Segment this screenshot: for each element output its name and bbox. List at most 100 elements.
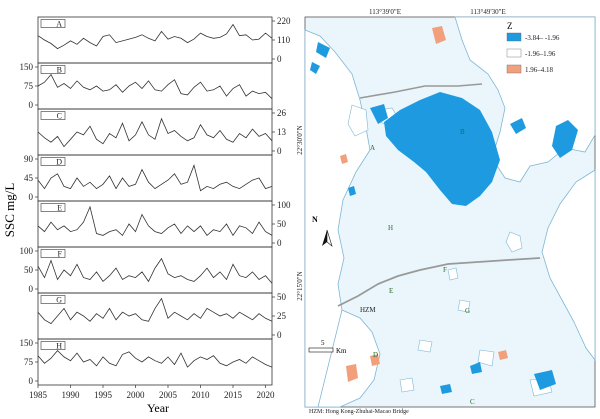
y-tick-label-d-0: 90: [24, 154, 34, 164]
y-tick-label-e-0: 100: [277, 200, 291, 210]
y-tick-label-c-0: 26: [277, 108, 287, 118]
x-tick-label-5: 2010: [192, 390, 211, 400]
z-positive-zones: [340, 26, 508, 382]
hzm-bridge: [337, 257, 541, 307]
panel-label-g: G: [56, 296, 62, 305]
legend-label-negative: -3.84– -1.96: [525, 34, 560, 42]
panel-label-box-d: [40, 157, 66, 166]
legend-label-neutral: -1.96–1.96: [525, 50, 556, 58]
panel-label-box-g: [40, 295, 66, 304]
y-axis-label: SSC mg/L: [2, 183, 17, 238]
panel-label-box-h: [40, 341, 66, 350]
site-label-f: F: [443, 266, 447, 274]
y-tick-label-f-0: 100: [20, 246, 34, 256]
y-tick-label-c-1: 13: [277, 127, 287, 137]
site-label-d: D: [373, 351, 378, 359]
longitude-label-2: 113°49'30"E: [470, 8, 505, 16]
panel-frame-d: [37, 154, 273, 202]
x-tick-label-7: 2020: [257, 390, 276, 400]
x-tick-label-4: 2005: [159, 390, 178, 400]
y-tick-label-b-1: 75: [24, 81, 34, 91]
site-label-a: A: [370, 144, 375, 152]
scale-bar: 5 Km: [308, 339, 347, 355]
legend-swatch-neutral: [506, 48, 522, 58]
longitude-label-1: 113°39'0"E: [369, 8, 401, 16]
x-tick-label-3: 2000: [127, 390, 146, 400]
series-line-c: [37, 117, 273, 148]
x-tick-label-0: 1985: [29, 390, 48, 400]
panel-label-c: C: [57, 112, 62, 121]
scale-bar-unit: Km: [336, 347, 347, 355]
y-tick-label-h-0: 150: [20, 338, 34, 348]
panel-label-d: D: [56, 158, 62, 167]
y-tick-label-d-2: 0: [29, 192, 34, 202]
time-series-panels: A 220 110 0 B 150 75 0 C 26 13 0 D 90 45 0 E 100 50 0 F 100 50…: [20, 16, 292, 400]
y-tick-label-b-0: 150: [20, 62, 34, 72]
site-label-e: E: [389, 287, 393, 295]
y-tick-label-h-1: 75: [24, 357, 34, 367]
panel-frame-h: [37, 338, 273, 386]
y-tick-label-g-2: 0: [277, 330, 282, 340]
x-tick-label-1: 1990: [62, 390, 81, 400]
y-tick-label-g-0: 50: [277, 292, 287, 302]
map-panel: 113°39'0"E 113°49'30"E 22°30'0"N 22°15'0…: [296, 8, 596, 415]
scale-bar-number: 5: [321, 339, 325, 347]
panel-label-box-b: [40, 65, 66, 74]
y-tick-label-c-2: 0: [277, 146, 282, 156]
panel-frame-c: [37, 108, 273, 156]
y-tick-label-a-0: 220: [277, 16, 291, 26]
y-tick-label-f-1: 50: [24, 265, 34, 275]
series-line-a: [37, 23, 273, 50]
panel-label-a: A: [56, 20, 62, 29]
site-label-b: B: [460, 128, 465, 136]
series-line-b: [37, 73, 273, 99]
northern-bridge: [359, 83, 483, 99]
latitude-label-2: 22°15'0"N: [296, 271, 304, 300]
y-tick-label-h-2: 0: [29, 376, 34, 386]
site-label-g: G: [465, 307, 470, 315]
panel-label-box-e: [40, 203, 66, 212]
panel-frame-g: [37, 292, 273, 340]
y-tick-label-g-1: 25: [277, 311, 287, 321]
y-tick-label-e-1: 50: [277, 219, 287, 229]
panel-label-box-a: [40, 19, 66, 28]
panel-label-b: B: [57, 66, 62, 75]
legend-swatch-negative: [506, 32, 522, 42]
site-label-c: C: [470, 398, 475, 406]
series-line-d: [37, 163, 273, 192]
land-east: [541, 169, 596, 362]
panel-label-box-c: [40, 111, 66, 120]
panel-label-box-f: [40, 249, 66, 258]
y-tick-label-f-2: 0: [29, 284, 34, 294]
legend-title: Z: [507, 21, 513, 31]
series-line-h: [37, 350, 273, 368]
map-caption: HZM: Hong Kong-Zhuhai-Macao Bridge: [309, 409, 409, 415]
y-tick-label-a-1: 110: [277, 35, 291, 45]
north-label: N: [312, 215, 318, 224]
legend-label-positive: 1.96–4.18: [525, 66, 554, 74]
panel-label-h: H: [56, 342, 62, 351]
series-line-e: [37, 205, 273, 237]
x-axis-label: Year: [147, 401, 169, 415]
latitude-label-1: 22°30'0"N: [296, 125, 304, 154]
north-arrow: N: [312, 215, 333, 247]
panel-frame-e: [37, 200, 273, 248]
x-tick-label-2: 1995: [94, 390, 113, 400]
y-tick-label-d-1: 45: [24, 173, 34, 183]
series-line-g: [37, 297, 273, 325]
panel-frame-f: [37, 246, 273, 294]
land-southwest: [317, 309, 381, 408]
hzm-label: HZM: [360, 306, 376, 314]
x-tick-label-6: 2015: [224, 390, 243, 400]
y-tick-label-e-2: 0: [277, 238, 282, 248]
legend-swatch-positive: [506, 64, 522, 74]
y-tick-label-b-2: 0: [29, 100, 34, 110]
site-label-h: H: [388, 224, 393, 232]
map-legend: Z -3.84– -1.96 -1.96–1.96 1.96–4.18: [506, 21, 560, 74]
y-tick-label-a-2: 0: [277, 54, 282, 64]
panel-label-f: F: [58, 250, 63, 259]
panel-frame-a: [37, 16, 273, 64]
series-line-f: [37, 257, 273, 284]
z-negative-zones: [310, 42, 578, 394]
